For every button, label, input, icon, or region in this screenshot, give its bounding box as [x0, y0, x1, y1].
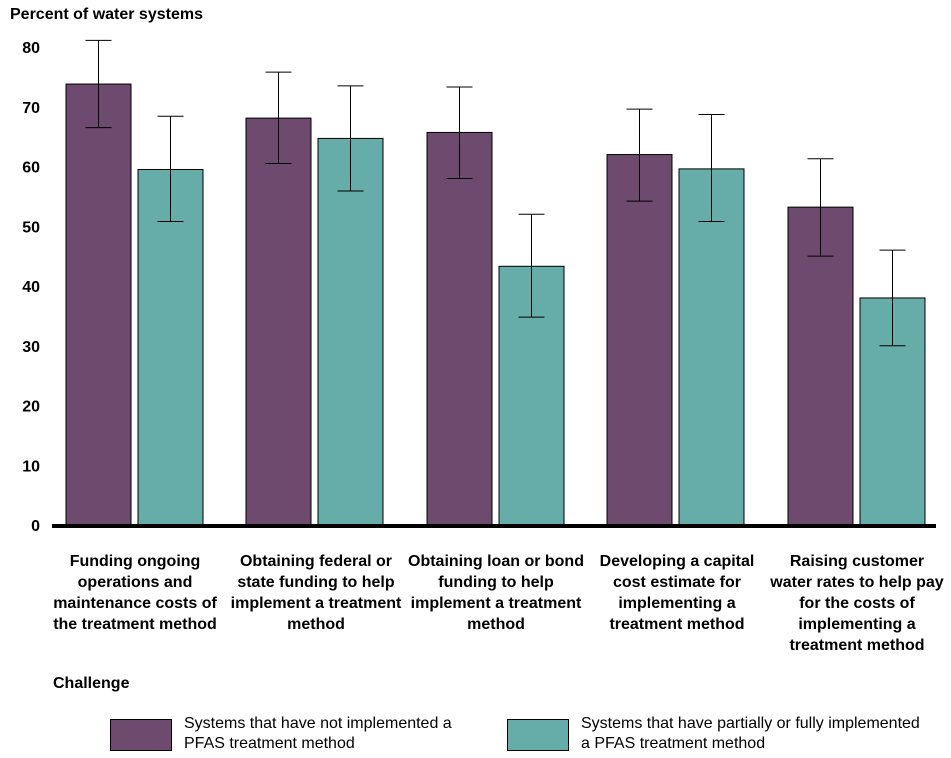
bar-series2-cat4 [678, 168, 745, 526]
legend-item-implemented: Systems that have partially or fully imp… [507, 714, 921, 754]
category-label-1: Funding ongoing operations and maintenan… [53, 553, 217, 633]
category-label-3: Obtaining loan or bond funding to help i… [408, 553, 584, 633]
y-axis-label: Percent of water systems [10, 6, 203, 23]
bar-series2-cat1 [137, 168, 204, 526]
x-axis-label: Challenge [53, 675, 130, 692]
y-tick-label-0: 0 [31, 518, 40, 535]
y-tick-label-80: 80 [22, 40, 40, 57]
bar-series1-cat3 [426, 131, 493, 526]
legend-item-not-implemented: Systems that have not implemented a PFAS… [110, 714, 494, 754]
y-tick-label-70: 70 [22, 100, 40, 117]
y-tick-label-10: 10 [22, 458, 40, 475]
category-label-4: Developing a capital cost estimate for i… [599, 553, 755, 633]
y-tick-label-40: 40 [22, 279, 40, 296]
y-tick-label-50: 50 [22, 219, 40, 236]
bar-series1-cat2 [245, 117, 312, 526]
y-tick-label-30: 30 [22, 339, 40, 356]
y-tick-label-20: 20 [22, 399, 40, 416]
bar-series1-cat4 [606, 154, 673, 526]
legend-swatch-implemented [507, 719, 569, 751]
category-label-2: Obtaining federal or state funding to he… [230, 553, 402, 633]
y-tick-label-60: 60 [22, 160, 40, 177]
legend-swatch-not-implemented [110, 719, 172, 751]
category-label-5: Raising customer water rates to help pay… [770, 553, 944, 654]
bar-series2-cat2 [317, 137, 384, 526]
legend-label-not-implemented: Systems that have not implemented a PFAS… [184, 715, 452, 752]
bar-series1-cat1 [65, 83, 132, 526]
legend-label-implemented: Systems that have partially or fully imp… [581, 715, 920, 752]
